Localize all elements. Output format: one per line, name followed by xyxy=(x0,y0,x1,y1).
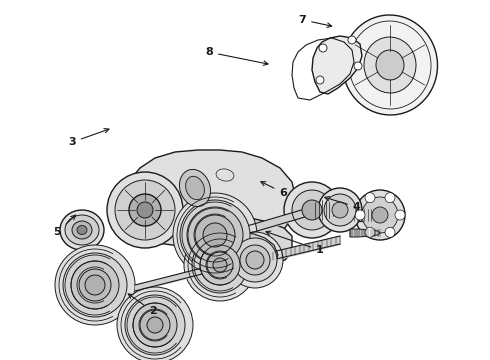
Circle shape xyxy=(324,194,356,226)
Ellipse shape xyxy=(343,15,438,115)
Circle shape xyxy=(395,210,405,220)
Ellipse shape xyxy=(65,215,99,245)
Circle shape xyxy=(319,44,327,52)
Circle shape xyxy=(180,200,250,270)
Circle shape xyxy=(292,190,332,230)
Ellipse shape xyxy=(376,50,404,80)
Circle shape xyxy=(85,275,105,295)
Text: 1: 1 xyxy=(266,231,324,255)
Circle shape xyxy=(332,202,348,218)
Circle shape xyxy=(129,194,161,226)
Circle shape xyxy=(354,62,362,70)
Circle shape xyxy=(63,253,127,317)
Circle shape xyxy=(213,258,227,272)
Circle shape xyxy=(385,227,395,237)
Ellipse shape xyxy=(60,210,104,250)
Circle shape xyxy=(355,190,405,240)
Circle shape xyxy=(192,237,248,293)
Circle shape xyxy=(203,223,227,247)
Circle shape xyxy=(133,303,177,347)
Polygon shape xyxy=(195,216,292,262)
Circle shape xyxy=(348,36,356,44)
Circle shape xyxy=(195,215,235,255)
Text: 3: 3 xyxy=(68,129,109,147)
Text: 5: 5 xyxy=(53,215,75,237)
Text: 2: 2 xyxy=(128,294,157,316)
Text: 7: 7 xyxy=(298,15,332,27)
Ellipse shape xyxy=(364,37,416,93)
Text: 8: 8 xyxy=(205,47,268,65)
Ellipse shape xyxy=(179,170,211,207)
Polygon shape xyxy=(350,229,380,237)
Circle shape xyxy=(240,245,270,275)
Ellipse shape xyxy=(72,221,92,239)
Circle shape xyxy=(365,193,375,203)
Circle shape xyxy=(173,193,257,277)
Circle shape xyxy=(187,207,243,263)
Circle shape xyxy=(318,188,362,232)
Circle shape xyxy=(79,269,111,301)
Polygon shape xyxy=(228,232,278,274)
Circle shape xyxy=(147,317,163,333)
Circle shape xyxy=(227,232,283,288)
Circle shape xyxy=(184,229,256,301)
Circle shape xyxy=(362,197,398,233)
Circle shape xyxy=(302,200,322,220)
Text: 4: 4 xyxy=(325,197,361,212)
Circle shape xyxy=(355,210,365,220)
Circle shape xyxy=(115,180,175,240)
Circle shape xyxy=(200,245,240,285)
Circle shape xyxy=(140,310,170,340)
Circle shape xyxy=(117,287,193,360)
Ellipse shape xyxy=(186,176,204,200)
Circle shape xyxy=(55,245,135,325)
Circle shape xyxy=(233,238,277,282)
Circle shape xyxy=(385,193,395,203)
Ellipse shape xyxy=(77,225,87,234)
Circle shape xyxy=(284,182,340,238)
Circle shape xyxy=(207,252,233,278)
Polygon shape xyxy=(118,150,296,246)
Circle shape xyxy=(246,251,264,269)
Circle shape xyxy=(107,172,183,248)
Circle shape xyxy=(316,76,324,84)
Text: 6: 6 xyxy=(261,182,287,198)
Circle shape xyxy=(365,227,375,237)
Circle shape xyxy=(71,261,119,309)
Polygon shape xyxy=(312,36,362,94)
Circle shape xyxy=(137,202,153,218)
Circle shape xyxy=(125,295,185,355)
Circle shape xyxy=(372,207,388,223)
